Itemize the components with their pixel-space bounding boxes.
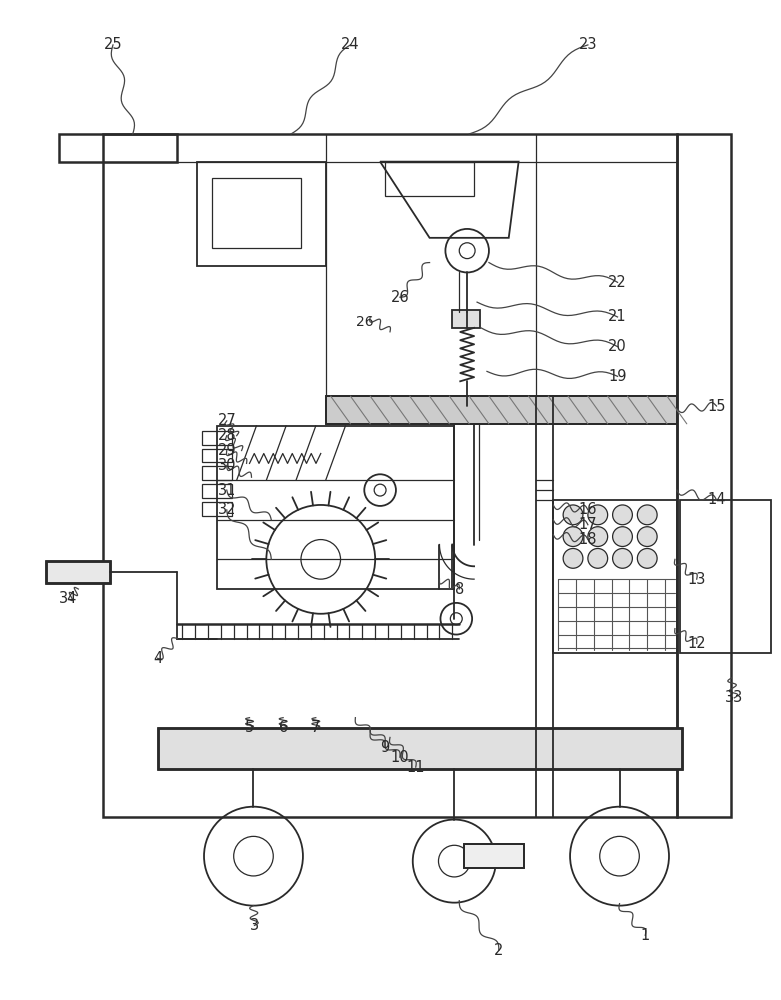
Text: 16: 16 <box>579 502 597 517</box>
Bar <box>202 431 232 445</box>
Bar <box>158 728 682 769</box>
Bar <box>385 162 474 196</box>
Circle shape <box>588 527 608 546</box>
Bar <box>553 500 677 653</box>
Text: 25: 25 <box>104 37 123 52</box>
Bar <box>202 502 232 516</box>
Text: 32: 32 <box>218 502 236 517</box>
Text: 21: 21 <box>608 309 627 324</box>
Text: 4: 4 <box>153 651 162 666</box>
Text: 20: 20 <box>608 339 627 354</box>
Bar <box>202 449 232 462</box>
Bar <box>326 396 677 424</box>
Text: 23: 23 <box>579 37 597 52</box>
Bar <box>202 484 232 498</box>
Text: 24: 24 <box>341 37 360 52</box>
Text: 12: 12 <box>687 636 706 651</box>
Text: 15: 15 <box>708 399 726 414</box>
Text: 11: 11 <box>406 760 425 775</box>
Text: 17: 17 <box>579 517 597 532</box>
Bar <box>59 134 177 162</box>
Text: 33: 33 <box>726 690 744 705</box>
Bar <box>46 561 110 583</box>
Bar <box>197 162 326 266</box>
Text: 26: 26 <box>390 290 409 305</box>
Text: 3: 3 <box>250 918 259 933</box>
Bar <box>202 466 232 480</box>
Bar <box>464 844 523 868</box>
Bar <box>326 396 677 424</box>
Text: 2: 2 <box>494 943 504 958</box>
Text: 14: 14 <box>708 492 726 508</box>
Bar <box>452 310 480 328</box>
Circle shape <box>563 505 583 525</box>
Text: 13: 13 <box>687 572 706 587</box>
Text: 8: 8 <box>455 582 464 597</box>
Bar <box>103 134 677 817</box>
Circle shape <box>588 505 608 525</box>
Bar <box>464 844 523 868</box>
Text: 10: 10 <box>390 750 409 765</box>
Circle shape <box>563 548 583 568</box>
Circle shape <box>637 527 657 546</box>
Text: 19: 19 <box>608 369 627 384</box>
Text: 34: 34 <box>59 591 77 606</box>
Circle shape <box>612 527 633 546</box>
Text: 1: 1 <box>640 928 650 943</box>
Text: 30: 30 <box>218 458 236 473</box>
Text: 22: 22 <box>608 275 627 290</box>
Bar <box>158 728 682 769</box>
Text: 18: 18 <box>579 532 597 547</box>
Bar <box>46 561 110 583</box>
Text: 5: 5 <box>245 720 254 735</box>
Text: 26: 26 <box>356 315 374 329</box>
Text: 31: 31 <box>218 483 236 498</box>
Text: 27: 27 <box>217 413 236 428</box>
Text: 7: 7 <box>311 720 320 735</box>
Text: 6: 6 <box>279 720 287 735</box>
Circle shape <box>612 548 633 568</box>
Bar <box>680 500 771 653</box>
Text: 9: 9 <box>380 740 390 755</box>
Circle shape <box>637 505 657 525</box>
Text: 29: 29 <box>217 443 236 458</box>
Bar <box>212 178 301 248</box>
Text: 28: 28 <box>217 428 236 443</box>
Bar <box>677 134 731 817</box>
Bar <box>217 426 455 589</box>
Circle shape <box>637 548 657 568</box>
Circle shape <box>588 548 608 568</box>
Circle shape <box>612 505 633 525</box>
Circle shape <box>563 527 583 546</box>
